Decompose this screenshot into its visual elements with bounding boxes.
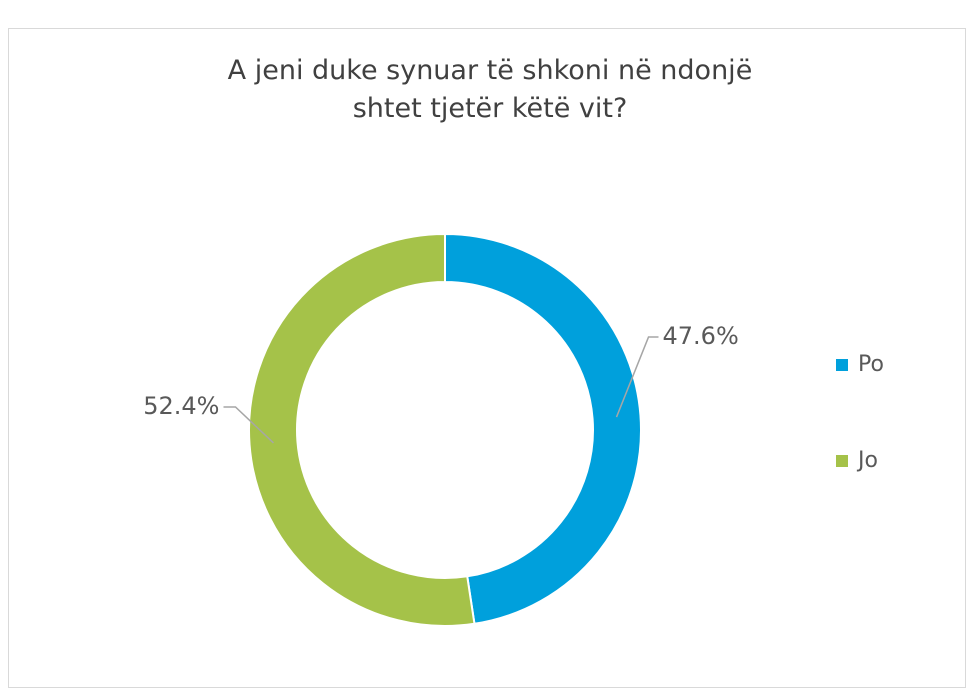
legend-swatch [836,359,848,371]
legend-label: Po [858,352,884,377]
legend-label: Jo [856,448,878,473]
leader-line [615,336,659,418]
chart-frame [8,28,966,688]
donut-slice [444,232,642,625]
leader-line [223,406,275,444]
donut-slice [248,232,476,627]
data-label: 47.6% [663,322,739,350]
legend-swatch [836,455,848,467]
chart-title: A jeni duke synuar të shkoni në ndonjë s… [227,55,753,124]
data-label: 52.4% [143,392,219,420]
